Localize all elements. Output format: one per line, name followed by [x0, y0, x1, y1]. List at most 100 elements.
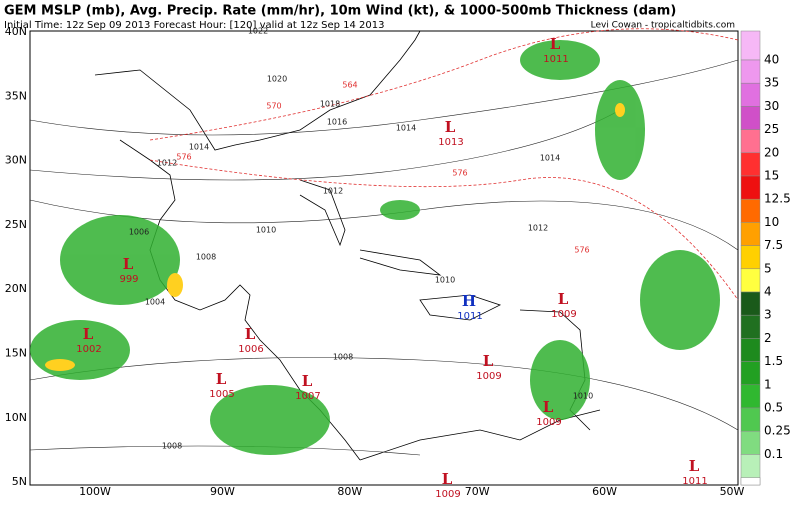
lat-label: 5N [12, 475, 27, 488]
colorbar-label: 5 [764, 261, 772, 275]
colorbar-label: 0.5 [764, 401, 783, 415]
pressure-symbol: L [245, 325, 256, 343]
thickness-lines [149, 28, 739, 301]
isobar-label: 1022 [248, 27, 268, 36]
colorbar-swatch [740, 129, 761, 154]
isobar-label: 1006 [129, 228, 149, 237]
lon-label: 70W [465, 485, 490, 498]
colorbar-swatch [740, 314, 761, 339]
lat-label: 35N [5, 89, 27, 102]
lon-label: 80W [337, 485, 362, 498]
pressure-value: 1009 [536, 417, 561, 428]
colorbar-swatch [740, 222, 761, 246]
colorbar-label: 15 [764, 169, 779, 183]
lat-label: 10N [5, 411, 27, 424]
pressure-value: 1006 [238, 344, 263, 355]
colorbar-label: 0.25 [764, 424, 791, 438]
pressure-symbol: L [445, 118, 456, 136]
colorbar-label: 35 [764, 76, 779, 90]
isobar-label: 1012 [157, 159, 177, 168]
isobar-label: 1008 [162, 442, 182, 451]
colorbar-swatch [740, 106, 761, 130]
subtitle: Initial Time: 12z Sep 09 2013 Forecast H… [4, 20, 385, 31]
isobar-label: 1012 [323, 187, 343, 196]
isobar-label: 1008 [196, 253, 216, 262]
pressure-value: 1011 [543, 54, 568, 65]
pressure-symbol: L [83, 325, 94, 343]
lon-label: 90W [210, 485, 235, 498]
colorbar-swatch [740, 59, 761, 84]
colorbar-label: 12.5 [764, 192, 791, 206]
pressure-symbol: L [483, 352, 494, 370]
pressure-value: 1009 [476, 371, 501, 382]
title: GEM MSLP (mb), Avg. Precip. Rate (mm/hr)… [4, 4, 676, 19]
isobar-label: 1014 [189, 143, 209, 152]
lon-label: 100W [79, 485, 111, 498]
colorbar-label: 2 [764, 331, 772, 345]
colorbar-label: 1 [764, 377, 772, 391]
colorbar-swatch [740, 175, 761, 200]
pressure-symbol: H [462, 292, 476, 310]
colorbar-swatch [740, 152, 761, 177]
pressure-symbol: L [123, 255, 134, 273]
thickness-label: 564 [342, 81, 357, 90]
pressure-symbol: L [543, 398, 554, 416]
colorbar-swatch [740, 268, 761, 293]
pressure-value: 1002 [76, 344, 101, 355]
colorbar-label: 0.1 [764, 447, 783, 461]
lon-label: 50W [720, 485, 745, 498]
colorbar-swatch [740, 361, 761, 386]
isobar-label: 1010 [573, 392, 593, 401]
colorbar-label: 10 [764, 215, 779, 229]
colorbar-swatch [740, 407, 761, 432]
colorbar-swatch [740, 30, 761, 61]
isobar-label: 1008 [333, 353, 353, 362]
pressure-value: 1011 [682, 476, 707, 487]
thickness-label: 570 [266, 102, 281, 111]
lat-label: 20N [5, 282, 27, 295]
colorbar-swatch [740, 291, 761, 316]
heavy-precip [45, 103, 625, 371]
pressure-symbol: L [216, 370, 227, 388]
lat-label: 15N [5, 347, 27, 360]
isobar-label: 1004 [145, 298, 165, 307]
colorbar-swatch [740, 338, 761, 362]
isobar-label: 1014 [540, 154, 560, 163]
thickness-label: 576 [452, 169, 467, 178]
pressure-value: 1007 [295, 391, 320, 402]
isobar-label: 1012 [528, 224, 548, 233]
colorbar-label: 4 [764, 285, 772, 299]
pressure-value: 1009 [551, 309, 576, 320]
pressure-symbol: L [442, 470, 453, 488]
colorbar-label: 3 [764, 308, 772, 322]
pressure-symbol: L [302, 372, 313, 390]
isobar-label: 1020 [267, 75, 287, 84]
colorbar-label: 1.5 [764, 354, 783, 368]
isobar-label: 1010 [256, 226, 276, 235]
pressure-value: 1009 [435, 489, 460, 500]
colorbar-label: 20 [764, 145, 779, 159]
thickness-label: 576 [176, 153, 191, 162]
pressure-symbol: L [689, 457, 700, 475]
colorbar-label: 40 [764, 53, 779, 67]
colorbar-label: 7.5 [764, 238, 783, 252]
lat-label: 40N [5, 25, 27, 38]
colorbar-swatch [740, 198, 761, 223]
colorbar-swatch [740, 245, 761, 270]
lon-label: 60W [592, 485, 617, 498]
precip-areas [30, 40, 720, 455]
pressure-value: 999 [119, 274, 138, 285]
colorbar-swatch [740, 430, 761, 455]
colorbar-swatch [740, 477, 761, 486]
pressure-value: 1013 [438, 137, 463, 148]
isobar-label: 1014 [396, 124, 416, 133]
isobar-label: 1010 [435, 276, 455, 285]
thickness-label: 576 [574, 246, 589, 255]
pressure-value: 1011 [457, 311, 482, 322]
lat-label: 25N [5, 218, 27, 231]
colorbar-swatch [740, 384, 761, 409]
colorbar-swatch [740, 82, 761, 107]
pressure-value: 1005 [209, 389, 234, 400]
lat-label: 30N [5, 154, 27, 167]
